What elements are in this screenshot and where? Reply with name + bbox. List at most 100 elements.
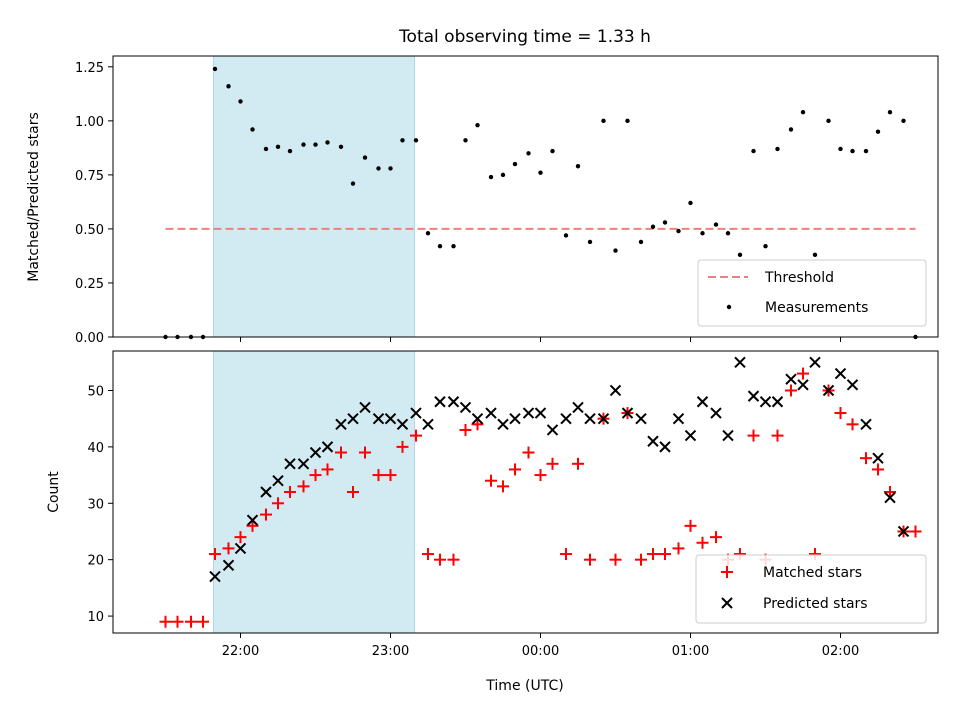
predicted-star-point: [347, 412, 359, 425]
measurement-point: [662, 220, 668, 225]
predicted-star-point: [609, 384, 622, 397]
predicted-star-point: [447, 396, 460, 408]
measurement-point: [775, 146, 780, 152]
predicted-stars-points: [209, 356, 910, 583]
measurement-point: [625, 118, 630, 124]
predicted-star-point: [846, 379, 859, 391]
measurement-point: [887, 110, 893, 115]
predicted-star-point: [771, 396, 784, 408]
matched-star-point: [246, 519, 259, 532]
top-plot-frame: [112, 55, 939, 338]
measurement-point: [875, 129, 881, 134]
predicted-star-point: [860, 418, 872, 431]
predicted-star-point: [471, 412, 484, 425]
matched-star-point: [372, 469, 385, 482]
matched-star-point: [234, 531, 247, 544]
measurement-point: [338, 144, 344, 149]
chart-title: Total observing time = 1.33 h: [398, 27, 651, 47]
y-tick-label: 0.25: [75, 277, 104, 292]
matched-star-point: [609, 553, 622, 566]
predicted-star-point: [696, 396, 709, 408]
matched-star-point: [209, 548, 221, 561]
measurement-point: [575, 164, 581, 169]
y-tick-label: 1.00: [75, 115, 104, 130]
matched-star-point: [471, 418, 484, 431]
predicted-star-point: [260, 486, 272, 498]
x-tick-label: 23:00: [372, 644, 409, 659]
matched-star-point: [560, 548, 572, 561]
matched-star-point: [447, 553, 460, 566]
measurement-point: [838, 146, 843, 152]
predicted-star-point: [297, 458, 310, 470]
matched-star-point: [222, 542, 235, 555]
matched-star-point: [434, 553, 446, 566]
matched-star-point: [297, 480, 310, 493]
measurement-point: [763, 244, 768, 249]
bottom-y-ticks: 10 20 30 40 50: [87, 384, 113, 625]
measurement-point: [301, 142, 306, 147]
measurement-point: [613, 248, 618, 253]
matched-star-point: [546, 457, 559, 470]
matched-star-point: [635, 553, 647, 566]
matched-star-point: [272, 497, 284, 510]
matched-star-point: [284, 486, 296, 498]
measurement-point: [350, 181, 356, 186]
matched-star-point: [185, 615, 197, 628]
predicted-star-point: [785, 373, 797, 385]
measurements-legend-label: Measurements: [765, 300, 868, 316]
matched-star-point: [659, 548, 671, 561]
measurement-point: [587, 239, 593, 245]
predicted-star-point: [747, 390, 760, 402]
predicted-star-point: [597, 412, 610, 425]
observing-span-shade: [213, 55, 415, 338]
measurement-point: [826, 118, 831, 124]
measurement-point: [226, 84, 231, 89]
matched-star-point: [321, 463, 334, 476]
measurement-point: [250, 127, 255, 132]
measurement-point: [425, 231, 431, 236]
measurement-point: [400, 138, 405, 143]
matched-star-point: [860, 452, 872, 465]
measurement-point: [863, 148, 869, 154]
x-axis-label: Time (UTC): [485, 678, 563, 694]
predicted-star-point: [710, 407, 722, 419]
measurement-point: [601, 118, 606, 124]
predicted-star-point: [647, 435, 659, 447]
top-observing-span: [213, 55, 415, 338]
measurement-point: [751, 148, 756, 154]
matched-star-point: [522, 446, 535, 459]
matched-star-point: [459, 423, 472, 436]
predicted-star-point: [509, 412, 521, 425]
measurement-point: [388, 166, 393, 171]
matched-star-point: [797, 367, 809, 380]
x-tick-label: 00:00: [522, 644, 559, 659]
y-tick-label: 30: [87, 497, 104, 512]
measurement-point: [287, 148, 293, 154]
predicted-star-point: [396, 418, 409, 431]
measurement-point: [638, 239, 644, 245]
predicted-star-point: [222, 559, 235, 572]
predicted-star-point: [434, 396, 446, 408]
matched-star-point: [197, 615, 209, 628]
matched-legend-label: Matched stars: [763, 565, 862, 581]
predicted-star-point: [485, 407, 497, 419]
y-tick-label: 20: [87, 554, 104, 569]
matched-star-point: [347, 486, 359, 498]
predicted-star-point: [459, 401, 472, 414]
measurements-legend-swatch: [726, 304, 732, 310]
bottom-plot-frame: [112, 350, 939, 634]
measurement-point: [362, 155, 368, 160]
y-tick-label: 10: [87, 610, 104, 625]
predicted-star-point: [560, 412, 572, 425]
y-tick-label: 0.00: [75, 331, 104, 346]
matched-star-point: [846, 418, 859, 431]
x-tick-label: 22:00: [222, 644, 259, 659]
measurement-point: [788, 127, 794, 132]
predicted-star-point: [522, 407, 535, 419]
measurement-point: [700, 231, 705, 236]
predicted-star-point: [384, 412, 397, 425]
matched-star-point: [771, 429, 784, 442]
bottom-observing-span: [213, 350, 415, 634]
matched-star-point: [485, 474, 497, 487]
